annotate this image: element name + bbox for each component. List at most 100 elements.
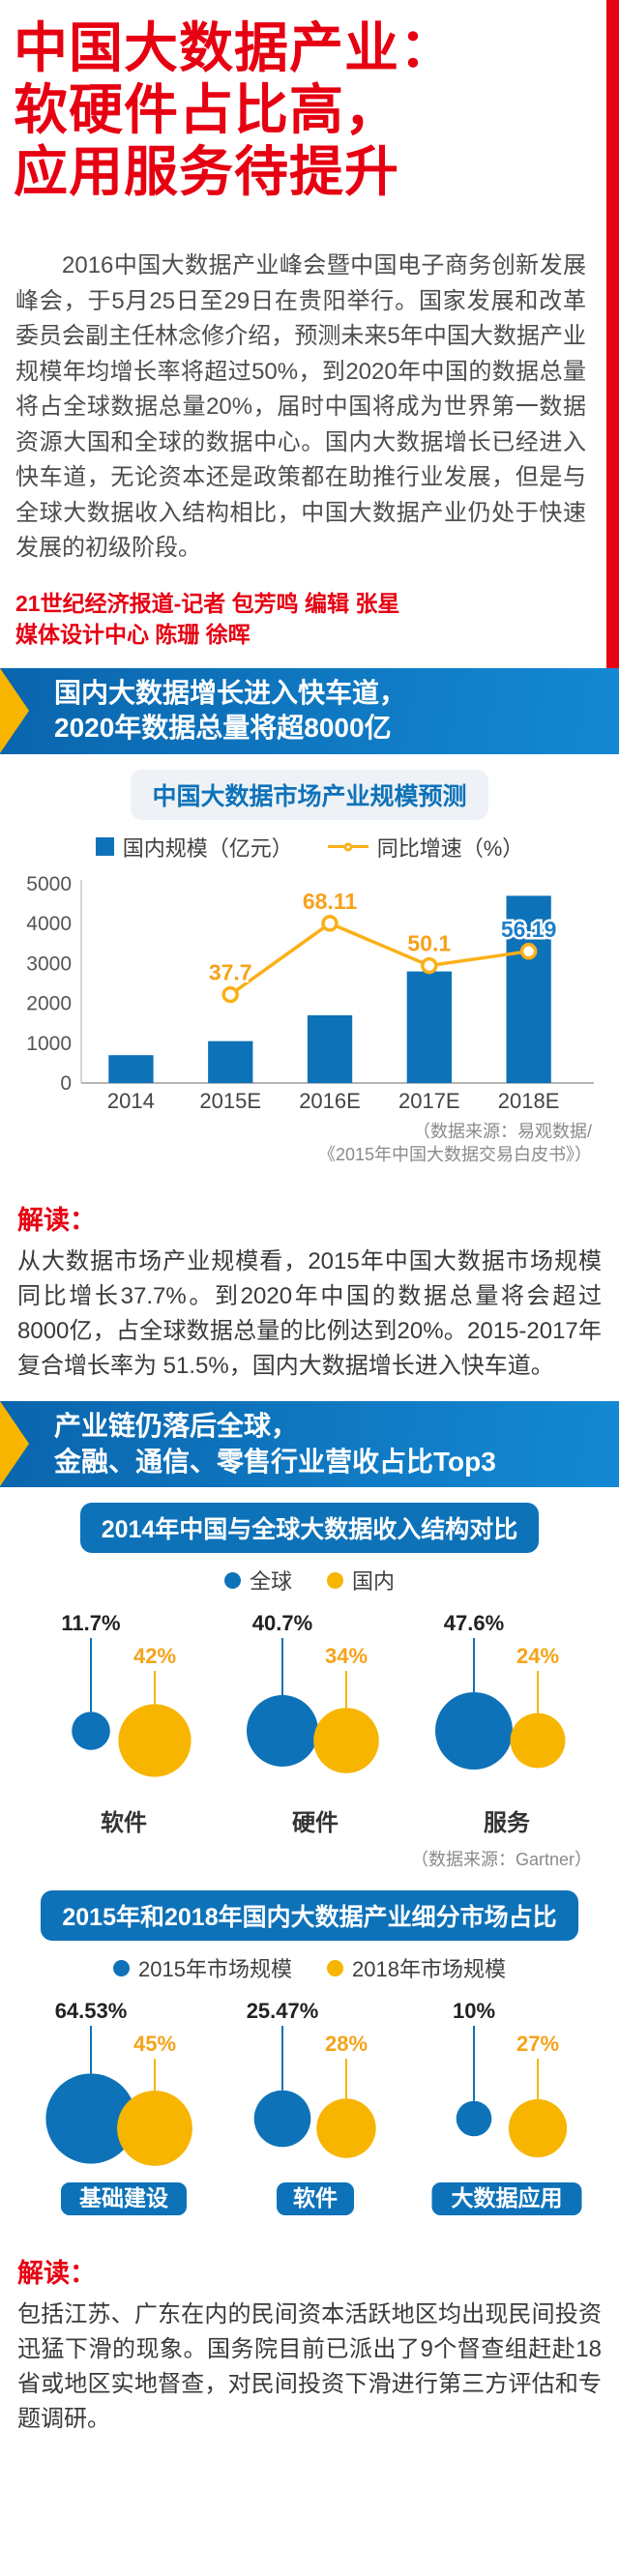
header-accent-stripe [606,0,619,743]
growth-value-label: 68.11 [303,889,357,914]
category-label: 服务 [484,1809,531,1836]
legend-item: 国内规模（亿元） [95,832,293,863]
title-line-2: 软硬件占比高， [14,78,399,140]
interpretation1-heading: 解读： [17,1206,96,1236]
bubble-value-label: 27% [516,2032,559,2056]
bubble [118,1704,192,1777]
bar-line-chart: 0 1000 2000 3000 4000 5000 2014 2015E 2016E 2017E… [26,873,594,1113]
chart1-legend: 国内规模（亿元） 同比增速（%） [0,832,619,863]
bar [307,1014,353,1083]
credits-line-2: 媒体设计中心 陈珊 徐晖 [15,622,251,648]
chart3-legend: 2015年市场规模 2018年市场规模 [0,1952,619,1983]
banner1-text: 国内大数据增长进入快车道， 2020年数据总量将超8000亿 [54,676,406,746]
legend-label: 国内规模（亿元） [122,835,293,861]
bubble-value-label: 42% [133,1644,176,1668]
legend-item: 全球 [223,1565,292,1595]
y-tick-label: 2000 [26,992,72,1014]
bubble [456,2101,492,2137]
chart1-title: 中国大数据市场产业规模预测 [131,769,488,820]
interpretation2-heading: 解读： [17,2259,96,2289]
banner-arrow-icon [0,1401,29,1487]
line-marker-icon [327,842,368,852]
y-tick-label: 0 [60,1072,72,1095]
legend-item: 2015年市场规模 [113,1952,292,1983]
bubble-value-label: 10% [453,1999,495,2023]
chart2-source: （数据来源：Gartner） [410,1850,592,1870]
growth-marker-icon [519,942,538,960]
bubble-chart-segments: 64.53%45% 基础建设 25.47%28% 软件 10% 27% 大数据应用 [45,1999,582,2216]
banner2-line-2: 金融、通信、零售行业营收占比Top3 [54,1446,496,1477]
chart2-legend: 全球 国内 [0,1565,619,1595]
category-label: 硬件 [292,1810,339,1836]
category-pill [277,2182,354,2216]
chart-revenue-structure: 2014年中国与全球大数据收入结构对比 全球 国内 11.7% 42% 软件 40.7%… [0,1503,619,1871]
growth-marker-icon [321,914,339,932]
interpretation1-text: 从大数据市场产业规模看，2015年中国大数据市场规模同比增长37.7%。到202… [17,1248,602,1380]
category-label: 大数据应用 [452,2185,563,2210]
bubble-value-label: 45% [133,2032,176,2056]
legend-item: 2018年市场规模 [327,1952,506,1983]
bubble [510,1712,566,1769]
chart-market-forecast: 中国大数据市场产业规模预测 国内规模（亿元） 同比增速（%） 0 1000 2000 3… [0,769,619,1167]
section-banner-1: 国内大数据增长进入快车道， 2020年数据总量将超8000亿 [0,668,619,754]
intro-paragraph: 2016中国大数据产业峰会暨中国电子商务创新发展峰会，于5月25日至29日在贵阳… [15,252,586,562]
bubble-value-label: 25.47% [247,1999,319,2023]
chart1-title-wrap: 中国大数据市场产业规模预测 [0,769,619,820]
x-tick-label: 2016E [299,1089,361,1113]
x-tick-label: 2018E [498,1089,560,1113]
bubble-value-label: 47.6% [444,1611,504,1635]
bar-swatch-icon [95,837,114,857]
chart1-source: （数据来源：易观数据/ 《2015年中国大数据交易白皮书》） [317,1121,592,1165]
growth-marker-icon [421,956,438,975]
growth-value-label: 37.7 [209,959,252,984]
y-tick-label: 5000 [26,873,72,895]
bubble [45,2073,136,2165]
bubble-chart-revenue: 11.7% 42% 软件 40.7% 34% 硬件 47.6% 24% 服务 [61,1611,566,1836]
bubble [316,2098,376,2159]
banner2-text: 产业链仍落后全球， 金融、通信、零售行业营收占比Top3 [54,1409,496,1479]
bar [506,895,551,1083]
infographic-page: 中国大数据产业： 软硬件占比高， 应用服务待提升 2016中国大数据产业峰会暨中… [0,0,619,2437]
bubble [253,2091,311,2148]
category-label: 基础建设 [79,2185,168,2210]
x-tick-label: 2017E [398,1089,460,1113]
bubble [72,1712,110,1750]
category-pill [431,2182,582,2216]
chart2-title-wrap: 2014年中国与全球大数据收入结构对比 [0,1503,619,1554]
chart-market-segments: 2015年和2018年国内大数据产业细分市场占比 2015年市场规模 2018年市… [0,1890,619,2219]
dot-swatch-icon [223,1571,241,1589]
credits-line-1: 21世纪经济报道-记者 包芳鸣 编辑 张星 [15,590,400,616]
x-tick-label: 2014 [107,1089,155,1113]
legend-label: 2015年市场规模 [138,1957,292,1982]
growth-value-label: 56.19 [501,917,557,942]
interpretation-2: 解读： 包括江苏、广东在内的民间资本活跃地区均出现民间投资迅猛下滑的现象。国务院… [17,2252,602,2437]
dot-swatch-icon [327,1571,343,1589]
bubble-value-label: 28% [325,2032,368,2056]
banner-arrow-icon [0,668,29,754]
category-label: 软件 [101,1809,147,1836]
bubble [435,1692,513,1771]
y-tick-label: 1000 [26,1033,72,1055]
bubble-value-label: 24% [516,1644,559,1668]
title-line-1: 中国大数据产业： [14,17,455,78]
y-tick-label: 3000 [26,952,72,975]
bubble-value-label: 11.7% [61,1611,120,1635]
title-line-3: 应用服务待提升 [14,140,399,202]
bubble-value-label: 64.53% [55,1999,128,2023]
interpretation2-text: 包括江苏、广东在内的民间资本活跃地区均出现民间投资迅猛下滑的现象。国务院目前已派… [17,2301,602,2433]
growth-line [229,921,529,996]
legend-label: 全球 [249,1569,292,1595]
bubble [117,2091,192,2167]
banner1-line-1: 国内大数据增长进入快车道， [54,678,407,709]
page-title: 中国大数据产业： 软硬件占比高， 应用服务待提升 [0,0,619,202]
chart2-title: 2014年中国与全球大数据收入结构对比 [79,1503,540,1554]
bubble [508,2099,568,2158]
legend-label: 同比增速（%） [376,835,524,861]
bubble [313,1708,379,1773]
bubble-value-label: 40.7% [252,1611,312,1635]
growth-marker-icon [221,985,239,1004]
dot-swatch-icon [327,1959,343,1976]
bar [208,1040,253,1083]
banner2-line-1: 产业链仍落后全球， [54,1411,299,1442]
x-tick-label: 2015E [199,1089,261,1113]
